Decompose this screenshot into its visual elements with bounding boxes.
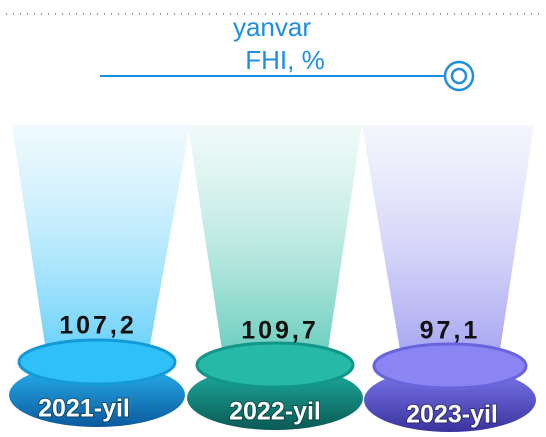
item: 107,2 2021-yil: [9, 125, 190, 427]
target-icon-inner: [450, 67, 468, 85]
year-label: 2022-yil: [229, 398, 321, 426]
beam: [12, 125, 190, 345]
value: 107,2: [59, 312, 137, 340]
pedestal-top: [195, 341, 355, 389]
beam: [362, 125, 534, 350]
beam: [188, 125, 362, 350]
year-label: 2023-yil: [406, 401, 498, 429]
item: 97,1 2023-yil: [362, 125, 536, 432]
year-label: 2021-yil: [38, 395, 130, 423]
value: 97,1: [420, 317, 481, 345]
title: yanvar: [233, 12, 311, 42]
pedestal-top: [372, 342, 528, 390]
pedestal-top: [17, 338, 177, 386]
subtitle: FHI, %: [245, 45, 324, 75]
value: 109,7: [241, 317, 319, 345]
item: 109,7 2022-yil: [187, 125, 363, 430]
